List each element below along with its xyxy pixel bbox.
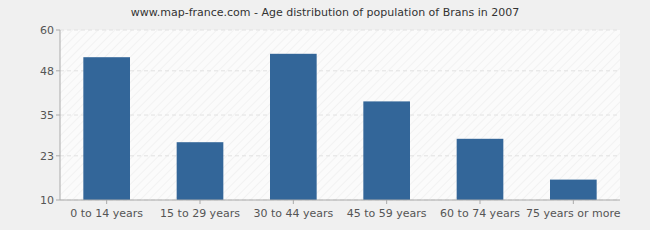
x-tick-label: 75 years or more xyxy=(526,207,621,220)
plot-area xyxy=(60,30,620,200)
bar xyxy=(363,101,410,200)
bar xyxy=(550,180,597,200)
tick xyxy=(56,70,60,71)
grid-line xyxy=(60,70,620,71)
bar xyxy=(177,142,224,200)
tick xyxy=(56,115,60,116)
grid-line xyxy=(60,200,620,201)
y-tick-label: 60 xyxy=(40,24,54,37)
bar xyxy=(270,54,317,200)
x-tick-label: 15 to 29 years xyxy=(160,207,240,220)
background xyxy=(0,0,650,230)
grid-line xyxy=(60,115,620,116)
tick xyxy=(56,30,60,31)
x-tick-label: 30 to 44 years xyxy=(253,207,333,220)
x-tick-label: 0 to 14 years xyxy=(70,207,143,220)
title: www.map-france.com - Age distribution of… xyxy=(131,6,519,19)
chart: www.map-france.com - Age distribution of… xyxy=(0,0,650,230)
x-tick xyxy=(106,200,107,204)
y-tick-label: 35 xyxy=(40,109,54,122)
bar xyxy=(83,57,130,200)
x-tick xyxy=(200,200,201,204)
y-tick-label: 23 xyxy=(40,150,54,163)
y-tick-label: 48 xyxy=(40,65,54,78)
y-axis xyxy=(60,30,61,200)
grid-line xyxy=(60,30,620,31)
bars xyxy=(83,54,596,200)
x-tick xyxy=(386,200,387,204)
tick xyxy=(56,155,60,156)
y-tick-label: 10 xyxy=(40,194,54,207)
grid-line xyxy=(60,155,620,156)
x-tick-label: 60 to 74 years xyxy=(440,207,520,220)
tick xyxy=(56,200,60,201)
bar xyxy=(457,139,504,200)
x-tick xyxy=(293,200,294,204)
x-tick xyxy=(573,200,574,204)
x-axis xyxy=(60,200,620,201)
x-tick xyxy=(480,200,481,204)
x-tick-label: 45 to 59 years xyxy=(347,207,427,220)
